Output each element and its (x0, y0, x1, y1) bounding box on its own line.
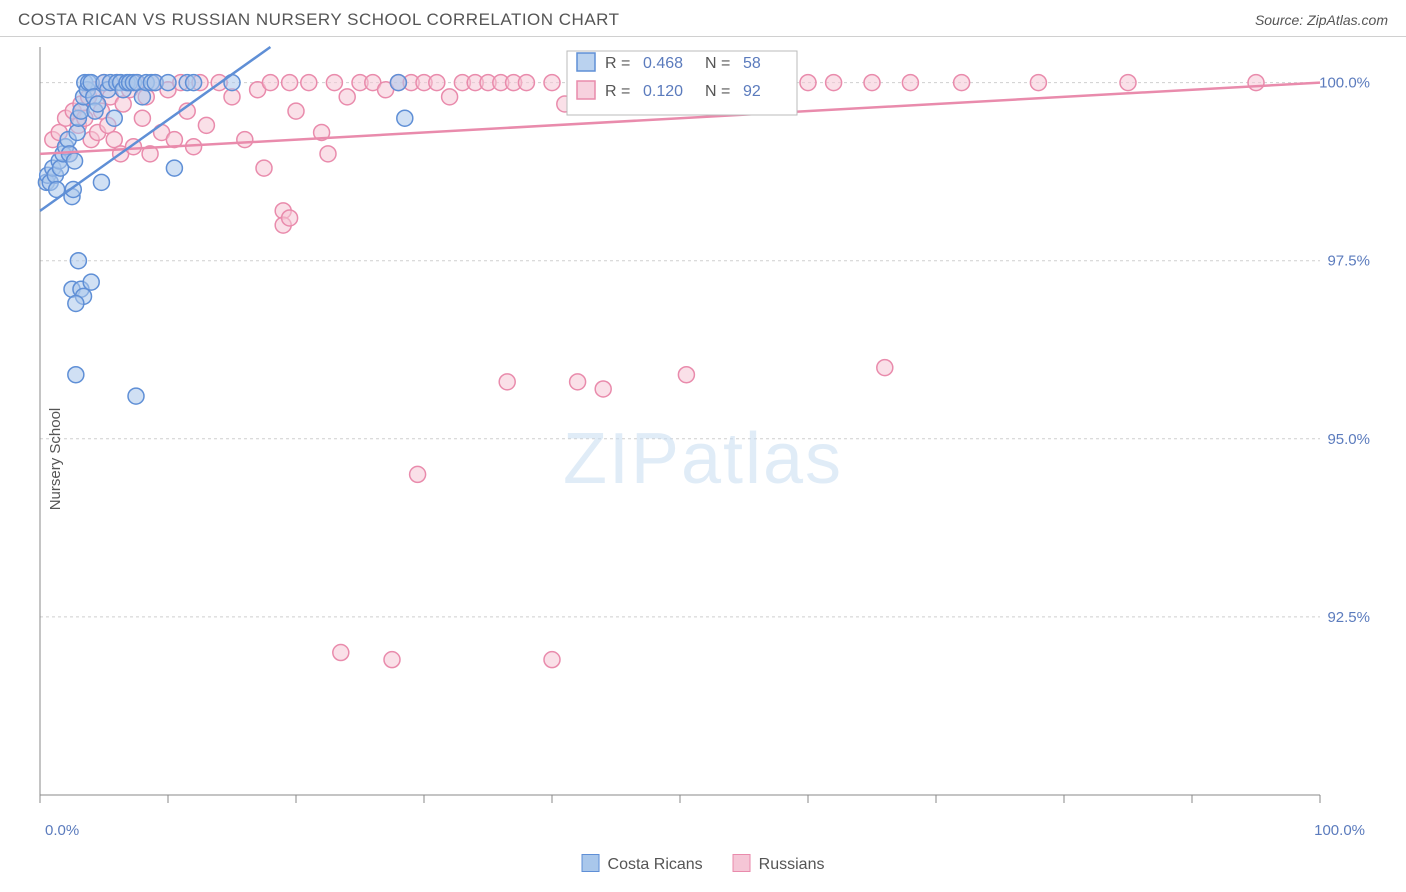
chart-area: Nursery School ZIPatlas 92.5% 95.0% 97.5% 1… (0, 37, 1406, 880)
legend-label-a: Costa Ricans (608, 856, 703, 873)
svg-text:100.0%: 100.0% (1314, 822, 1365, 839)
svg-text:97.5%: 97.5% (1327, 253, 1370, 270)
svg-text:0.120: 0.120 (643, 83, 683, 100)
svg-text:R =: R = (605, 55, 630, 72)
watermark: ZIPatlas (563, 418, 843, 500)
svg-text:0.468: 0.468 (643, 55, 683, 72)
svg-text:100.0%: 100.0% (1319, 75, 1370, 92)
legend-item-russians: Russians (733, 854, 825, 874)
legend-swatch-a (582, 854, 600, 872)
svg-text:0.0%: 0.0% (45, 822, 79, 839)
svg-text:92: 92 (743, 83, 761, 100)
chart-title: COSTA RICAN VS RUSSIAN NURSERY SCHOOL CO… (18, 10, 620, 30)
svg-text:95.0%: 95.0% (1327, 431, 1370, 448)
svg-text:R =: R = (605, 83, 630, 100)
svg-text:58: 58 (743, 55, 761, 72)
legend-item-costa-ricans: Costa Ricans (582, 854, 703, 874)
legend-label-b: Russians (759, 856, 825, 873)
bottom-legend: Costa Ricans Russians (582, 854, 825, 874)
svg-text:N =: N = (705, 55, 730, 72)
legend-swatch-b (733, 854, 751, 872)
source-label: Source: ZipAtlas.com (1255, 12, 1388, 28)
y-axis-label: Nursery School (47, 407, 64, 510)
watermark-light: atlas (681, 419, 843, 499)
watermark-bold: ZIP (563, 419, 681, 499)
svg-text:92.5%: 92.5% (1327, 609, 1370, 626)
svg-text:N =: N = (705, 83, 730, 100)
